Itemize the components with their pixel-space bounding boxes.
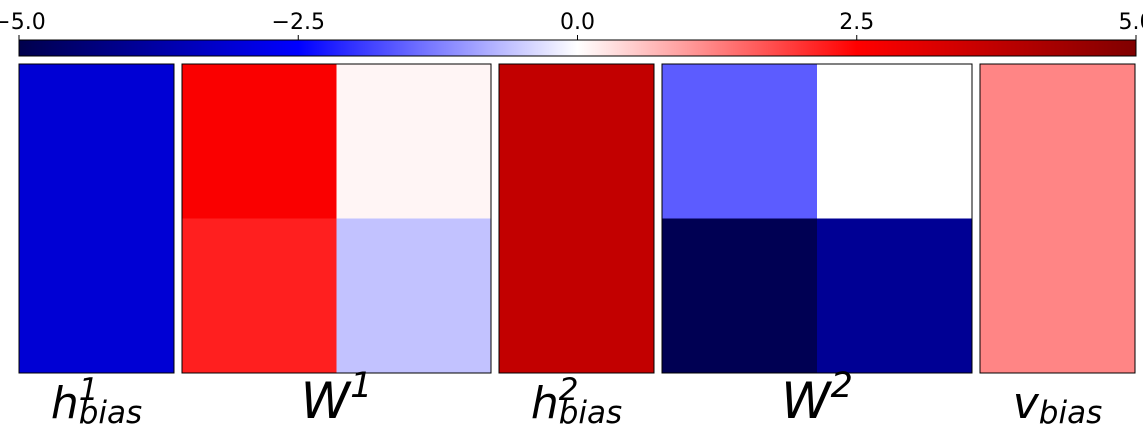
panel-frame bbox=[979, 63, 1136, 374]
panel-label-superscript: 2 bbox=[559, 372, 579, 408]
panel-label: h1 bias bbox=[51, 372, 142, 431]
panel-frame bbox=[661, 63, 973, 374]
panel-label: vbias bbox=[1013, 378, 1103, 431]
colorbar-tick-label: −2.5 bbox=[272, 10, 325, 35]
colorbar-gradient bbox=[18, 39, 1137, 57]
panel-label-subscript: bias bbox=[1039, 395, 1102, 431]
colorbar-tick-label: 2.5 bbox=[839, 10, 874, 35]
colorbar-tick-label: −5.0 bbox=[0, 10, 46, 35]
panel-w1: W1 bbox=[181, 63, 492, 430]
panel-label-superscript: 1 bbox=[79, 372, 99, 408]
panel-label: W2 bbox=[781, 366, 853, 430]
panel-label: h2 bias bbox=[531, 372, 622, 431]
heatmap-cell bbox=[662, 64, 817, 219]
panel-label-base: h bbox=[51, 378, 79, 429]
heatmap-cell bbox=[336, 64, 491, 219]
colorbar-tick-label: 0.0 bbox=[560, 10, 595, 35]
panel-frame bbox=[498, 63, 655, 374]
panel-label-subscript: bias bbox=[559, 395, 622, 431]
panel-v-bias: vbias bbox=[979, 63, 1136, 431]
heatmap-panels: h1 bias W1 h2 bias W2 vbias bbox=[18, 63, 1136, 431]
panel-h1-bias: h1 bias bbox=[18, 63, 175, 431]
panel-label-base: h bbox=[531, 378, 559, 429]
heatmap-cell bbox=[662, 218, 817, 373]
panel-w2: W2 bbox=[661, 63, 973, 430]
panel-label-base: W bbox=[301, 372, 352, 430]
colorbar-tick-label: 5.0 bbox=[1119, 10, 1143, 35]
panel-label-base: W bbox=[781, 372, 832, 430]
panel-label: W1 bbox=[301, 366, 373, 430]
colorbar: −5.0 −2.5 0.0 2.5 5.0 bbox=[0, 10, 1143, 57]
panel-h2-bias: h2 bias bbox=[498, 63, 655, 431]
panel-label-superscript: 2 bbox=[831, 366, 853, 406]
heatmap-cell bbox=[336, 218, 491, 373]
panel-label-superscript: 1 bbox=[350, 366, 372, 406]
heatmap-cell bbox=[817, 218, 972, 373]
heatmap-cell bbox=[182, 64, 337, 219]
panel-frame bbox=[18, 63, 175, 374]
heatmap-cell bbox=[19, 64, 174, 373]
heatmap-cell bbox=[980, 64, 1135, 373]
panel-label-base: v bbox=[1013, 378, 1040, 429]
heatmap-cell bbox=[817, 64, 972, 219]
heatmap-cell bbox=[499, 64, 654, 373]
heatmap-cell bbox=[182, 218, 337, 373]
panel-frame bbox=[181, 63, 492, 374]
panel-label-subscript: bias bbox=[79, 395, 142, 431]
